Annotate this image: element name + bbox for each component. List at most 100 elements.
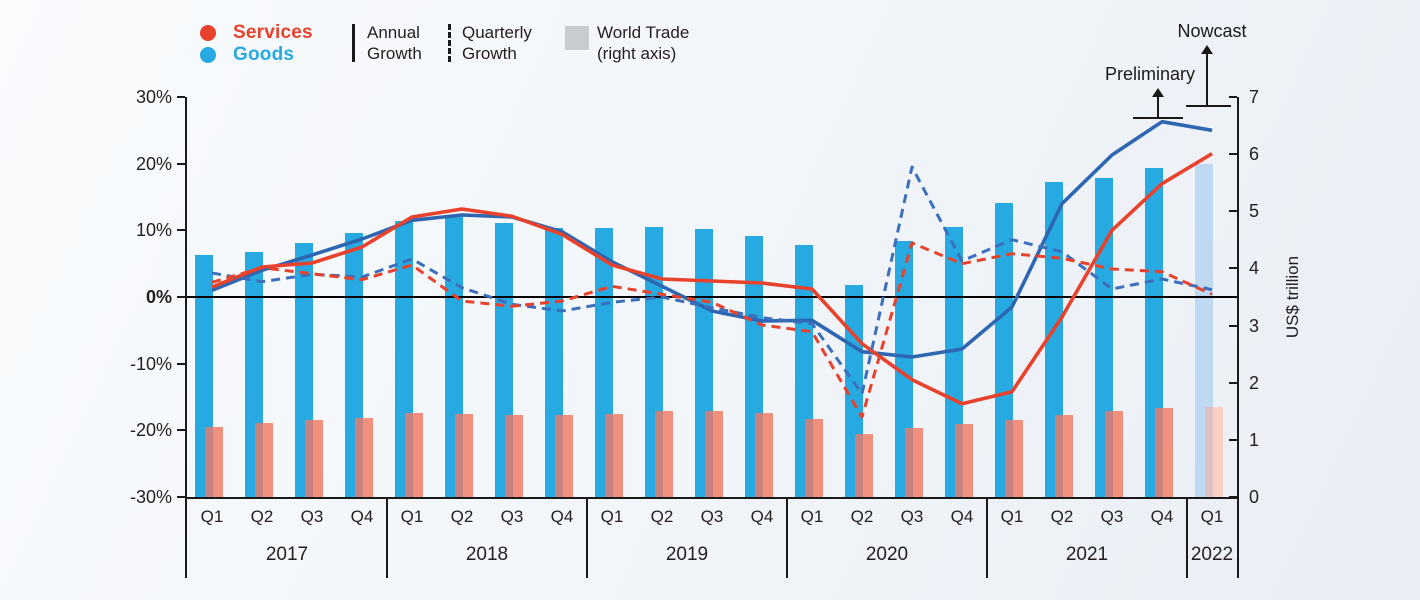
preliminary-label: Preliminary	[1104, 64, 1196, 84]
legend-worldtrade-label: World Trade (right axis)	[597, 22, 689, 64]
left-axis-tick	[177, 296, 185, 298]
right-axis-tick	[1229, 381, 1237, 384]
nowcast-label: Nowcast	[1177, 21, 1247, 41]
left-axis-tick	[177, 362, 185, 365]
quarter-label: Q1	[200, 507, 224, 526]
plot-area	[187, 97, 1237, 497]
quarter-label: Q4	[550, 507, 574, 526]
legend-worldtrade-line1: World Trade	[597, 23, 690, 42]
right-axis-tick-label: 6	[1249, 144, 1260, 165]
left-axis-tick	[177, 496, 185, 498]
services-annual-growth-line	[211, 152, 1213, 406]
right-axis-tick	[1229, 496, 1237, 498]
legend-services-label: Services	[233, 22, 313, 43]
right-axis-tick-label: 1	[1249, 429, 1260, 450]
services-bar	[455, 414, 473, 497]
world-trade-swatch-icon	[565, 26, 589, 50]
left-axis-tick-label: 20%	[135, 153, 172, 174]
legend-worldtrade-line2: (right axis)	[597, 44, 677, 63]
growth-lines-svg	[211, 119, 1213, 419]
services-bar	[205, 426, 223, 497]
right-axis-tick-label: 4	[1249, 258, 1260, 279]
legend-goods-item: Goods	[200, 44, 295, 65]
services-bar	[755, 413, 773, 497]
quarter-label: Q4	[350, 507, 374, 526]
year-separator	[586, 497, 588, 578]
left-axis-tick	[177, 96, 185, 98]
quarter-label: Q1	[400, 507, 424, 526]
services-bar	[805, 419, 823, 497]
year-label: 2021	[1065, 544, 1109, 565]
legend-annual-line1: Annual	[367, 23, 420, 42]
legend-annual-line2: Growth	[367, 44, 422, 63]
quarter-label: Q2	[250, 507, 274, 526]
zero-percent-line	[187, 296, 1237, 298]
services-bar	[705, 410, 723, 497]
preliminary-bracket	[1133, 117, 1183, 119]
quarter-label: Q4	[750, 507, 774, 526]
legend-quarterly-label: Quarterly Growth	[462, 22, 532, 64]
services-bar	[255, 422, 273, 497]
year-label: 2020	[865, 544, 909, 565]
quarter-label: Q2	[650, 507, 674, 526]
legend-quarterly-line1: Quarterly	[462, 23, 532, 42]
right-axis-tick	[1229, 153, 1237, 156]
quarter-label: Q3	[1100, 507, 1124, 526]
right-axis-tick-label: 3	[1249, 315, 1260, 336]
quarter-label: Q2	[850, 507, 874, 526]
right-axis-tick	[1229, 438, 1237, 441]
left-axis-tick-label: -30%	[129, 487, 172, 507]
services-bar	[905, 427, 923, 497]
left-axis-tick-label: -20%	[129, 420, 172, 441]
legend-goods-label: Goods	[233, 44, 295, 65]
right-axis-title: US$ trillion	[1283, 255, 1303, 339]
left-axis-tick-label: 0%	[145, 287, 172, 307]
left-axis-tick-label: 30%	[135, 87, 172, 107]
services-bar	[305, 419, 323, 497]
nowcast-bracket	[1186, 105, 1231, 107]
year-label: 2018	[465, 544, 509, 565]
quarter-label: Q3	[300, 507, 324, 526]
year-label: 2017	[265, 544, 309, 565]
right-axis-tick-label: 7	[1249, 87, 1260, 107]
left-axis-line	[185, 97, 187, 578]
quarter-label: Q3	[700, 507, 724, 526]
right-axis-tick	[1229, 267, 1237, 270]
services-bar	[355, 418, 373, 497]
legend: Services Goods Annual Growth Quarterly G…	[0, 0, 1420, 80]
quarter-label: Q3	[500, 507, 524, 526]
legend-services-item: Services	[200, 22, 313, 43]
left-axis-tick-label: -10%	[129, 353, 172, 374]
preliminary-arrow	[1157, 96, 1159, 117]
right-axis-tick	[1229, 324, 1237, 327]
services-bar	[1055, 414, 1073, 497]
services-bar	[1105, 410, 1123, 497]
services-bar	[955, 423, 973, 497]
quarterly-growth-dashed-line-icon	[448, 24, 451, 62]
services-bar	[655, 410, 673, 497]
goods-annual-growth-line	[211, 119, 1213, 359]
arrow-up-icon	[1152, 88, 1164, 97]
legend-quarterly-line2: Growth	[462, 44, 517, 63]
arrow-up-icon	[1201, 45, 1213, 54]
right-axis-tick	[1229, 210, 1237, 213]
year-label: 2019	[665, 544, 709, 565]
quarter-label: Q1	[1200, 507, 1224, 526]
right-axis-tick-label: 5	[1249, 201, 1260, 222]
services-bar	[405, 413, 423, 497]
services-bar	[605, 414, 623, 497]
services-quarterly-growth-line	[211, 241, 1213, 419]
quarter-label: Q3	[900, 507, 924, 526]
services-bar	[1005, 420, 1023, 497]
year-label: 2022	[1190, 544, 1234, 565]
quarter-label: Q4	[950, 507, 974, 526]
right-axis-tick	[1229, 96, 1237, 98]
quarter-label: Q4	[1150, 507, 1174, 526]
goods-dot-icon	[200, 47, 216, 63]
year-separator	[986, 497, 988, 578]
annual-growth-line-icon	[352, 24, 355, 62]
quarter-label: Q2	[450, 507, 474, 526]
x-axis-baseline	[185, 497, 1237, 499]
services-bar	[555, 414, 573, 497]
